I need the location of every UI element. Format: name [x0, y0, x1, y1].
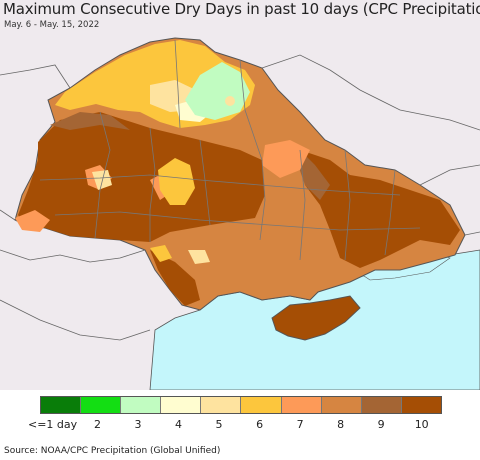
map-area — [0, 0, 480, 390]
legend-swatch-4 — [201, 397, 242, 413]
legend-label-7: 8 — [337, 418, 345, 431]
legend-swatch-1 — [81, 397, 122, 413]
legend-labels: <=1 day 2 3 4 5 6 7 8 9 10 — [28, 418, 442, 431]
legend-label-3: 4 — [175, 418, 182, 431]
legend-swatch-3 — [161, 397, 202, 413]
zone-north-dot — [225, 96, 235, 106]
zone-west-10 — [18, 112, 265, 242]
zone-center-yellow — [158, 158, 195, 205]
legend-swatch-7 — [321, 397, 362, 413]
legend-label-5: 6 — [256, 418, 264, 431]
legend-swatch-5 — [241, 397, 282, 413]
zone-9-b — [298, 150, 330, 200]
zone-7-sw — [15, 210, 50, 232]
zone-7-east — [262, 140, 310, 178]
legend-label-8: 9 — [377, 418, 385, 431]
map-svg — [0, 0, 480, 390]
legend-label-0: <=1 day — [28, 418, 78, 431]
legend-bar — [40, 396, 442, 414]
oblast-borders — [39, 39, 421, 261]
legend-label-4: 5 — [215, 418, 223, 431]
zone-south-5 — [188, 250, 210, 264]
legend-swatch-9 — [401, 397, 441, 413]
map-title: Maximum Consecutive Dry Days in past 10 … — [3, 0, 480, 18]
legend-swatch-6 — [281, 397, 322, 413]
neighbour-borders — [0, 54, 480, 341]
zone-south-west-10 — [150, 250, 200, 306]
legend-swatch-0 — [41, 397, 82, 413]
date-range: May. 6 - May. 15, 2022 — [4, 20, 100, 30]
legend-swatch-2 — [121, 397, 162, 413]
legend-label-9: 10 — [414, 418, 429, 431]
zone-west-5 — [92, 170, 112, 190]
legend: <=1 day 2 3 4 5 6 7 8 9 10 — [28, 396, 442, 436]
legend-label-1: 2 — [93, 418, 101, 431]
zone-south-yellow — [150, 245, 172, 262]
legend-label-6: 7 — [296, 418, 304, 431]
zone-9-a — [50, 112, 130, 130]
zone-north-green — [185, 62, 250, 120]
source-credit: Source: NOAA/CPC Precipitation (Global U… — [4, 446, 221, 456]
legend-label-2: 3 — [134, 418, 142, 431]
zone-east-10 — [300, 150, 460, 268]
legend-swatch-8 — [361, 397, 402, 413]
crimea — [271, 295, 361, 341]
